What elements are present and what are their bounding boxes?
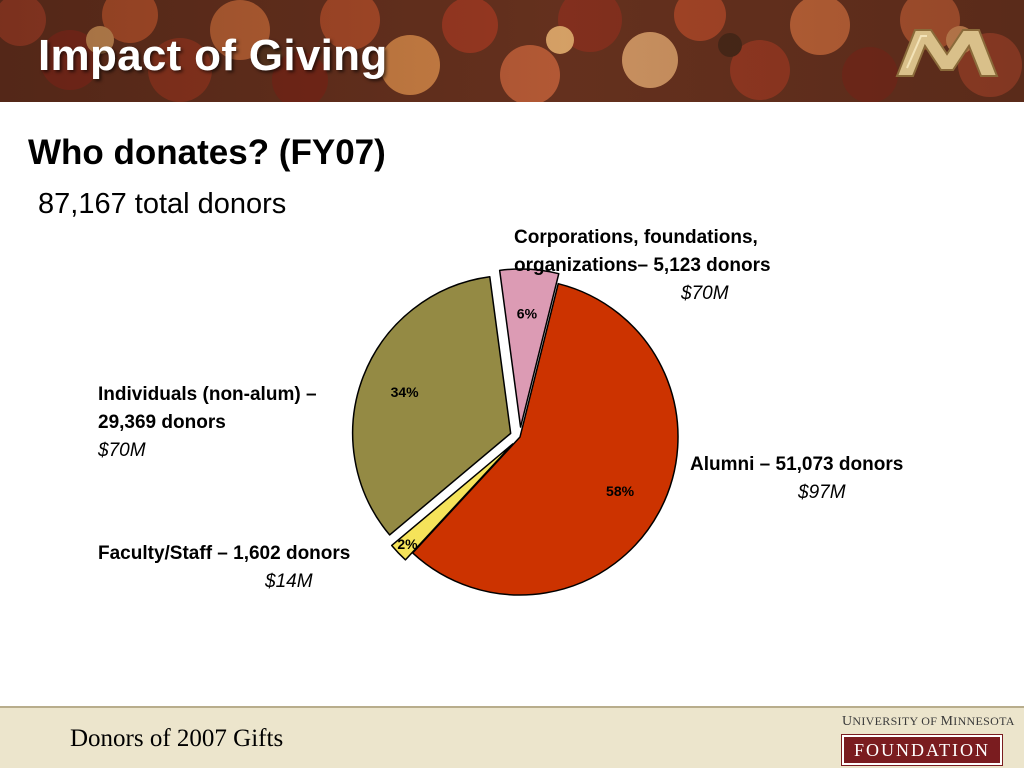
autumn-leaves-background <box>0 0 1024 102</box>
pie-label-corporations-foundations-organizations: 6% <box>517 305 538 321</box>
callout-alumni-line1: Alumni – 51,073 donors <box>690 454 904 475</box>
university-name-part-4: INNESOTA <box>953 714 1015 728</box>
header-banner: Impact of Giving <box>0 0 1024 102</box>
university-name-part-1: U <box>842 714 853 729</box>
pie-label-alumni: 58% <box>606 483 635 499</box>
university-name-part-2: NIVERSITY OF <box>852 714 941 728</box>
pie-slice-alumni <box>411 282 679 596</box>
callout-individuals-amount: $70M <box>98 440 146 461</box>
callout-corporations-line1: Corporations, foundations, <box>514 227 758 248</box>
total-donors-text: 87,167 total donors <box>38 188 287 220</box>
university-name: UNIVERSITY OF MINNESOTA <box>842 714 1015 730</box>
callout-faculty-staff-line1: Faculty/Staff – 1,602 donors <box>98 543 351 564</box>
pie-label-individuals-non-alum: 34% <box>391 384 420 400</box>
pie-label-faculty-staff: 2% <box>397 536 418 552</box>
callout-faculty-staff: Faculty/Staff – 1,602 donors $14M <box>98 540 418 596</box>
footer-bar: Donors of 2007 Gifts UNIVERSITY OF MINNE… <box>0 706 1024 768</box>
callout-faculty-staff-amount: $14M <box>265 571 313 592</box>
pie-slice-individuals-non-alum <box>351 276 512 536</box>
slide-subtitle: Who donates? (FY07) <box>28 133 386 172</box>
header-shade <box>0 0 1024 102</box>
callout-individuals-line1: Individuals (non-alum) – <box>98 384 317 405</box>
callout-individuals-line2: 29,369 donors <box>98 412 226 433</box>
footer-text: Donors of 2007 Gifts <box>70 725 284 752</box>
callout-corporations: Corporations, foundations, organizations… <box>514 224 854 308</box>
pie-slice-faculty-staff <box>390 443 514 561</box>
callout-individuals: Individuals (non-alum) – 29,369 donors $… <box>98 381 388 465</box>
callout-alumni-amount: $97M <box>798 482 846 503</box>
foundation-badge: FOUNDATION <box>841 734 1003 766</box>
donor-pie-chart: 58% 2% 34% 6% <box>351 268 679 596</box>
university-m-logo-icon <box>895 29 999 77</box>
university-name-part-3: M <box>940 714 954 729</box>
slide-title: Impact of Giving <box>38 31 388 80</box>
callout-alumni: Alumni – 51,073 donors $97M <box>690 451 990 507</box>
callout-corporations-amount: $70M <box>681 283 729 304</box>
pie-slice-corporations-foundations-organizations <box>498 268 560 428</box>
callout-corporations-line2: organizations– 5,123 donors <box>514 255 771 276</box>
